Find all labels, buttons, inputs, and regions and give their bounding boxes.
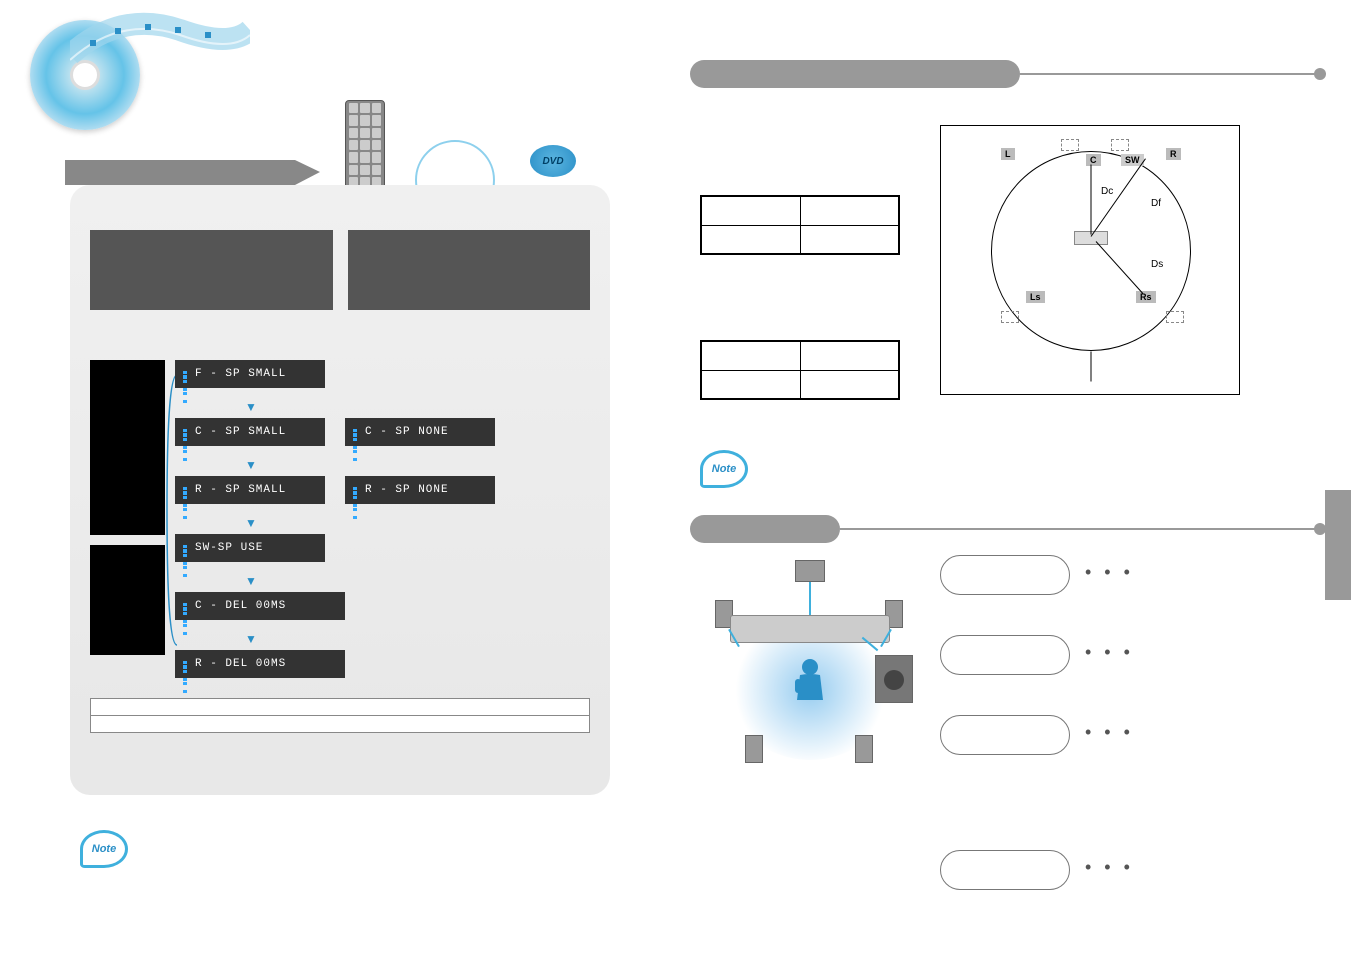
dashed-speaker bbox=[1166, 311, 1184, 323]
section-header-1 bbox=[690, 60, 1020, 88]
footer-row-2 bbox=[91, 716, 589, 732]
note-badge-right: Note bbox=[700, 450, 748, 488]
film-swirl-icon bbox=[70, 0, 250, 100]
table-cell bbox=[702, 370, 801, 399]
dark-block-2 bbox=[348, 230, 591, 310]
label-Ds: Ds bbox=[1151, 259, 1163, 270]
table-cell bbox=[702, 342, 801, 371]
sidebar-label-delay bbox=[90, 545, 165, 655]
display-mini-icon bbox=[353, 487, 357, 494]
display-rsp-none: R - SP NONE bbox=[345, 476, 495, 504]
display-mini-icon bbox=[353, 429, 357, 436]
table-cell bbox=[800, 370, 899, 399]
arrow-down-icon: ▼ bbox=[245, 574, 590, 588]
distance-table-2 bbox=[700, 340, 900, 400]
person-icon bbox=[785, 655, 835, 705]
label-Dc: Dc bbox=[1101, 186, 1113, 197]
note-icon: Note bbox=[700, 450, 748, 488]
display-mini-icon bbox=[183, 371, 187, 378]
footer-row-1 bbox=[91, 699, 589, 716]
arrow-down-icon: ▼ bbox=[245, 632, 590, 646]
option-dots: • • • bbox=[1085, 642, 1134, 663]
table-cell bbox=[800, 197, 899, 226]
display-csp-none: C - SP NONE bbox=[345, 418, 495, 446]
display-mini-icon bbox=[183, 429, 187, 436]
header-dark-blocks bbox=[90, 230, 590, 310]
panel-arrow-header bbox=[65, 155, 325, 190]
display-csp-small: C - SP SMALL bbox=[175, 418, 325, 446]
display-swsp: SW-SP USE bbox=[175, 534, 325, 562]
option-dots: • • • bbox=[1085, 857, 1134, 878]
footer-info-box bbox=[90, 698, 590, 733]
display-cdel: C - DEL 00MS bbox=[175, 592, 345, 620]
display-text: R - SP NONE bbox=[365, 484, 449, 496]
speaker-Rs: Rs bbox=[1136, 291, 1156, 303]
distance-table-1 bbox=[700, 195, 900, 255]
dashed-speaker bbox=[1111, 139, 1129, 151]
settings-panel: F - SP SMALL ▼ C - SP SMALL bbox=[70, 185, 610, 795]
dashed-speaker bbox=[1001, 311, 1019, 323]
sys-subwoofer bbox=[875, 655, 913, 703]
system-setup-illustration bbox=[700, 560, 920, 780]
bottom-axis-line bbox=[1091, 352, 1092, 382]
section-line-1 bbox=[1020, 73, 1320, 75]
dark-block-1 bbox=[90, 230, 333, 310]
table-cell bbox=[702, 225, 801, 254]
display-mini-icon bbox=[183, 661, 187, 668]
display-text: R - DEL 00MS bbox=[195, 658, 286, 670]
option-pill-3 bbox=[940, 715, 1070, 755]
table-cell bbox=[800, 342, 899, 371]
display-text: C - SP NONE bbox=[365, 426, 449, 438]
step-sidebar bbox=[90, 360, 165, 655]
section-line-2 bbox=[840, 528, 1320, 530]
display-fsp: F - SP SMALL bbox=[175, 360, 325, 388]
speaker-placement-diagram: L R C SW Ls Rs Dc Df Ds bbox=[940, 125, 1240, 395]
section-header-2 bbox=[690, 515, 840, 543]
option-pill-4 bbox=[940, 850, 1070, 890]
display-mini-icon bbox=[183, 487, 187, 494]
display-text: F - SP SMALL bbox=[195, 368, 286, 380]
page-side-tab bbox=[1325, 490, 1351, 600]
dvd-badge: DVD bbox=[530, 145, 576, 177]
option-pill-2 bbox=[940, 635, 1070, 675]
note-badge-left: Note bbox=[80, 830, 128, 868]
display-rsp-small: R - SP SMALL bbox=[175, 476, 325, 504]
sys-center-speaker bbox=[795, 560, 825, 582]
arrow-down-icon: ▼ bbox=[245, 400, 590, 414]
display-text: SW-SP USE bbox=[195, 542, 263, 554]
arrow-down-icon: ▼ bbox=[245, 516, 590, 530]
display-text: R - SP SMALL bbox=[195, 484, 286, 496]
speaker-L: L bbox=[1001, 148, 1015, 160]
distance-line-dc bbox=[1091, 165, 1092, 235]
arrow-down-icon: ▼ bbox=[245, 458, 590, 472]
display-mini-icon bbox=[183, 603, 187, 610]
note-icon: Note bbox=[80, 830, 128, 868]
sidebar-label-speaker bbox=[90, 360, 165, 535]
option-pill-1 bbox=[940, 555, 1070, 595]
speaker-R: R bbox=[1166, 148, 1181, 160]
display-mini-icon bbox=[183, 545, 187, 552]
table-cell bbox=[800, 225, 899, 254]
table-cell bbox=[702, 197, 801, 226]
sys-rear-r-speaker bbox=[855, 735, 873, 763]
option-dots: • • • bbox=[1085, 722, 1134, 743]
speaker-Ls: Ls bbox=[1026, 291, 1045, 303]
dashed-speaker bbox=[1061, 139, 1079, 151]
display-rdel: R - DEL 00MS bbox=[175, 650, 345, 678]
sys-rear-l-speaker bbox=[745, 735, 763, 763]
page-root: DVD bbox=[0, 0, 1351, 954]
step-list: F - SP SMALL ▼ C - SP SMALL bbox=[90, 360, 590, 678]
option-dots: • • • bbox=[1085, 562, 1134, 583]
display-text: C - DEL 00MS bbox=[195, 600, 286, 612]
label-Df: Df bbox=[1151, 198, 1161, 209]
wire bbox=[809, 582, 811, 615]
display-text: C - SP SMALL bbox=[195, 426, 286, 438]
speaker-C: C bbox=[1086, 154, 1101, 166]
